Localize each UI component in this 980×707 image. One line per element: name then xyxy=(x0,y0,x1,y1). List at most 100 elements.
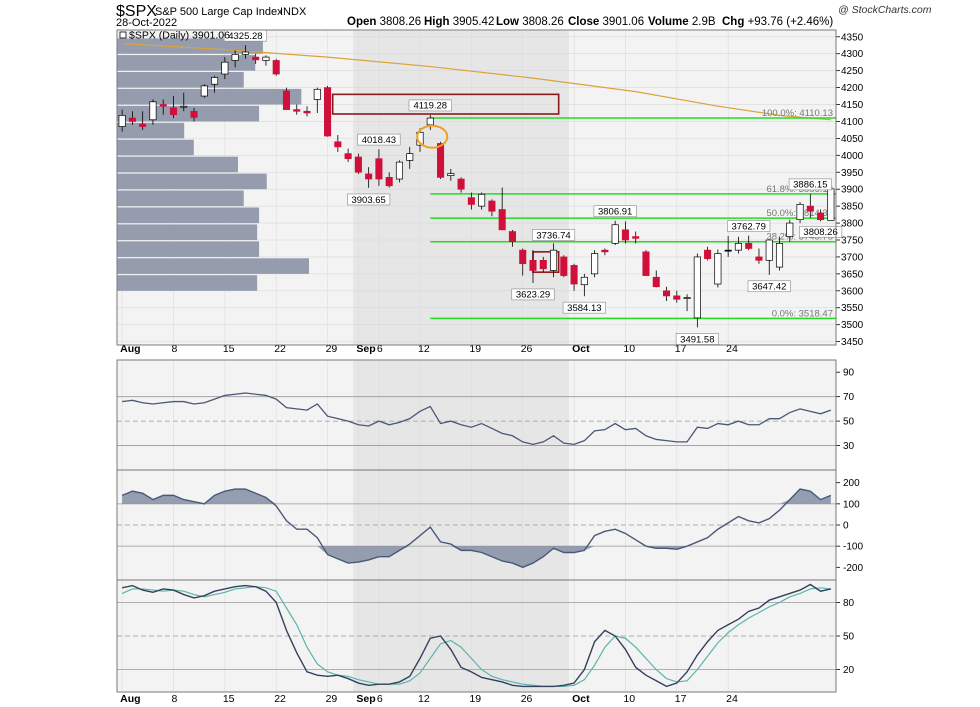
candle xyxy=(457,178,465,190)
price-label: 3762.79 xyxy=(732,221,766,232)
candle xyxy=(221,61,229,75)
x-tick-label: 10 xyxy=(623,343,635,355)
svg-text:Close 3901.06: Close 3901.06 xyxy=(568,16,644,28)
indicator-tick-label: -100 xyxy=(843,542,863,553)
candle xyxy=(180,105,188,108)
candle xyxy=(683,297,691,299)
candle xyxy=(169,107,178,116)
candle xyxy=(211,77,219,85)
price-tick-label: 4150 xyxy=(841,100,864,111)
cci-oversold-fill xyxy=(122,546,831,568)
candle xyxy=(652,276,660,288)
price-tick-label: 3850 xyxy=(841,202,864,213)
high-value: 3905.42 xyxy=(453,16,495,28)
candle xyxy=(673,295,681,300)
cci-overbought-fill xyxy=(122,489,831,504)
candle xyxy=(519,249,527,265)
x-tick-label: 15 xyxy=(223,693,235,705)
low-label: Low xyxy=(496,16,519,28)
candle xyxy=(662,290,671,297)
chart-panels: 3450 3500 3550 3600 3650 3700 3750 3800 3850 3900… xyxy=(116,30,864,705)
legend-swatch xyxy=(119,31,127,39)
price-tick-label: 4350 xyxy=(841,32,864,43)
indicator-tick-label: -200 xyxy=(843,563,863,574)
candle xyxy=(118,115,126,127)
svg-text:High 3905.42: High 3905.42 xyxy=(424,16,494,28)
candle xyxy=(375,158,383,180)
candle xyxy=(560,256,568,276)
price-label-box xyxy=(747,280,791,293)
price-label-box xyxy=(799,225,843,238)
candle xyxy=(426,117,434,126)
stoch-d-line xyxy=(121,586,831,688)
price-tick-label: 3500 xyxy=(841,320,864,331)
volume-by-price-bar xyxy=(117,105,260,122)
indicator-tick-label: 30 xyxy=(843,441,855,452)
candle xyxy=(365,173,373,180)
ma200-line xyxy=(122,42,831,121)
close-value: 3901.06 xyxy=(603,16,645,28)
price-label: 3903.65 xyxy=(351,195,385,206)
candle xyxy=(714,253,722,285)
candle xyxy=(282,90,291,110)
x-tick-label: 12 xyxy=(418,693,430,705)
candle xyxy=(488,200,496,212)
candle xyxy=(498,209,506,231)
price-label-box xyxy=(408,99,452,112)
price-label: 3806.91 xyxy=(598,207,632,218)
chart-symbol: $SPX xyxy=(116,3,157,20)
candle xyxy=(139,123,147,127)
x-tick-label: Oct xyxy=(572,343,590,355)
price-tick-label: 3750 xyxy=(841,236,864,247)
price-label: 3736.74 xyxy=(536,230,570,241)
open-value: 3808.26 xyxy=(380,16,422,28)
indicator-tick-label: 50 xyxy=(843,632,855,643)
candle xyxy=(354,156,362,173)
price-tick-label: 3650 xyxy=(841,269,864,280)
candle xyxy=(478,193,486,207)
x-tick-label: 10 xyxy=(623,693,635,705)
candle xyxy=(806,205,814,212)
close-label: Close xyxy=(568,16,599,28)
x-tick-label: 29 xyxy=(326,343,338,355)
ohlc-readout: Open 3808.26 High 3905.42 Low 3808.26 Cl… xyxy=(347,16,833,28)
price-label-box xyxy=(727,220,771,232)
x-tick-label: Sep xyxy=(356,693,375,705)
x-tick-label: Aug xyxy=(120,693,140,705)
price-label: 3491.58 xyxy=(680,334,714,345)
candle xyxy=(447,173,455,176)
price-label-box xyxy=(357,133,401,146)
candle xyxy=(786,222,794,237)
price-label: 3886.15 xyxy=(793,180,827,191)
price-label: 4325.28 xyxy=(228,31,262,42)
candle xyxy=(755,256,763,261)
price-tick-label: 4300 xyxy=(841,49,864,60)
price-tick-label: 3800 xyxy=(841,219,864,230)
candle xyxy=(200,85,208,97)
shaded-month-1-0 xyxy=(353,360,569,470)
x-tick-label: 26 xyxy=(521,693,533,705)
price-tick-label: 3600 xyxy=(841,286,864,297)
volume-value: 2.9B xyxy=(692,16,716,28)
panel-border-3 xyxy=(116,579,837,693)
price-tick-label: 3900 xyxy=(841,185,864,196)
indicator-tick-label: 200 xyxy=(843,478,860,489)
volume-by-price-bar xyxy=(117,224,258,240)
candle xyxy=(621,229,629,241)
rsi-line xyxy=(122,392,832,446)
candle xyxy=(508,231,516,243)
indicator-tick-label: 80 xyxy=(843,598,855,609)
candle xyxy=(632,236,640,239)
candle xyxy=(611,224,619,244)
candle xyxy=(437,143,445,178)
open-label: Open xyxy=(347,16,376,28)
x-tick-label: 8 xyxy=(171,343,177,355)
indicator-tick-label: 20 xyxy=(843,665,855,676)
price-label: 3584.13 xyxy=(567,303,601,314)
price-tick-label: 3450 xyxy=(841,337,864,348)
volume-label: Volume xyxy=(648,16,689,28)
indicator-tick-label: 70 xyxy=(843,392,855,403)
price-tick-label: 3950 xyxy=(841,168,864,179)
svg-text:Chg +93.76 (+2.46%): Chg +93.76 (+2.46%) xyxy=(722,16,833,28)
candle xyxy=(344,153,352,160)
